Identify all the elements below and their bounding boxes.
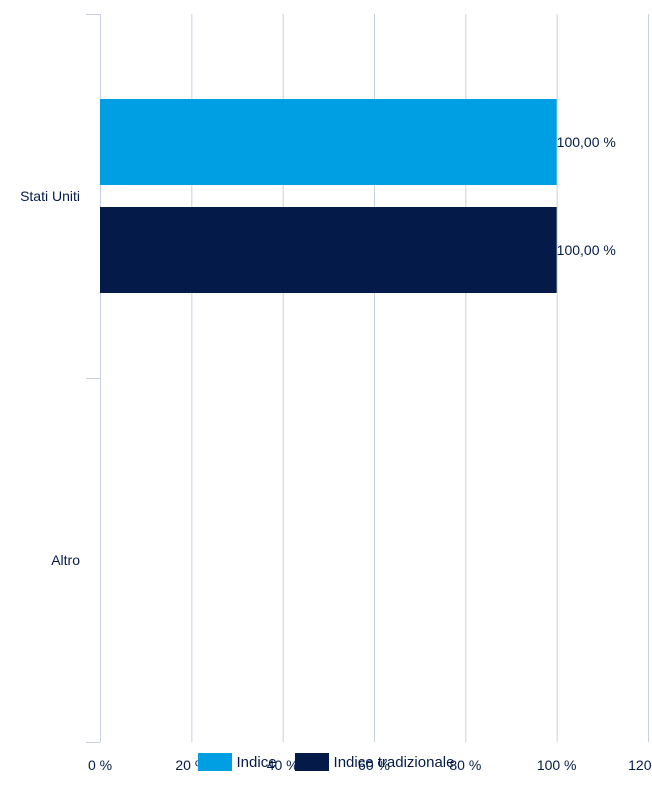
category-label: Altro	[51, 552, 80, 568]
x-tick-label: 80 %	[449, 757, 481, 773]
legend-swatch-indice	[197, 753, 232, 771]
x-tick-label: 60 %	[358, 757, 390, 773]
x-tick-label: 100 %	[537, 757, 577, 773]
data-label: 100,00 %	[557, 134, 616, 150]
x-tick-label: 120 %	[628, 757, 652, 773]
legend-item-indice: Indice	[197, 753, 277, 771]
x-tick-label: 0 %	[88, 757, 112, 773]
legend-item-indice-tradizionale: Indice tradizionale	[294, 753, 455, 771]
category-label: Stati Uniti	[20, 188, 80, 204]
bar	[100, 99, 557, 185]
data-label: 100,00 %	[557, 242, 616, 258]
bar	[100, 207, 557, 293]
legend-label-indice-tradizionale: Indice tradizionale	[333, 753, 455, 771]
legend-label-indice: Indice	[236, 753, 277, 771]
chart-legend: Indice Indice tradizionale	[0, 751, 652, 773]
x-tick-label: 40 %	[267, 757, 299, 773]
legend-swatch-indice-tradizionale	[294, 753, 329, 771]
